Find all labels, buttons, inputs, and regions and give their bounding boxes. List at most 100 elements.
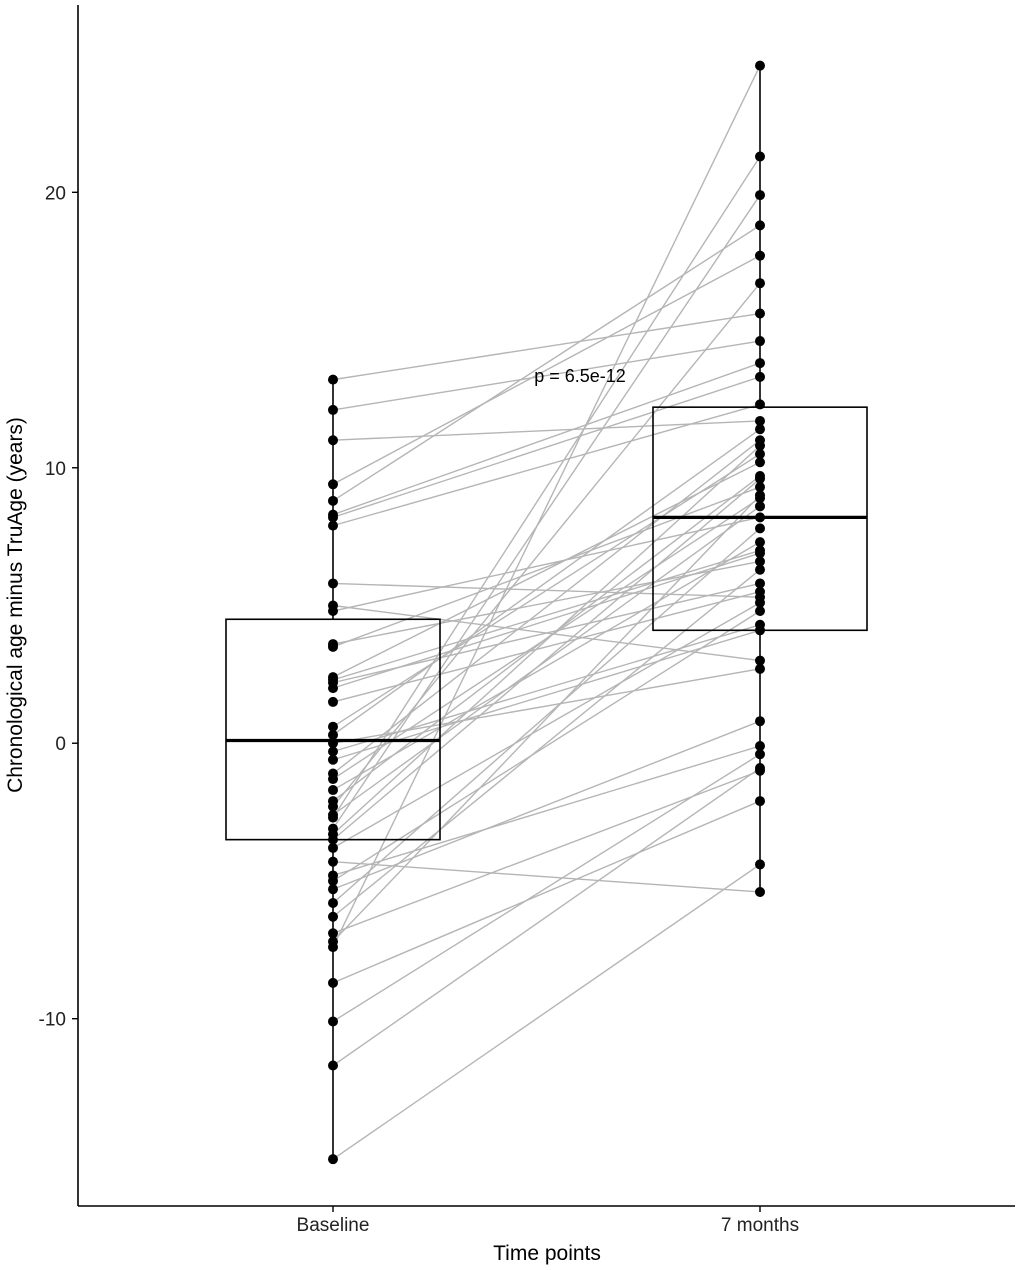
point-baseline-20 — [328, 738, 338, 749]
pair-line-18 — [332, 453, 761, 728]
point-7-months-4 — [755, 220, 765, 231]
pair-line-41 — [332, 629, 761, 761]
pair-line-26 — [332, 156, 761, 818]
point-baseline-29 — [328, 834, 338, 845]
pair-line-25 — [332, 282, 761, 808]
point-7-months-26 — [755, 151, 765, 162]
pair-line-2 — [332, 420, 761, 441]
point-7-months-30 — [755, 606, 765, 617]
point-baseline-12 — [328, 641, 338, 652]
point-baseline-18 — [328, 721, 338, 732]
pair-line-46 — [332, 860, 761, 893]
pair-line-37 — [332, 767, 761, 1067]
pair-line-6 — [332, 376, 761, 519]
point-baseline-21 — [328, 746, 338, 757]
axes-layer — [77, 5, 1015, 1207]
x-tick-label-7-months: 7 months — [721, 1215, 799, 1236]
pair-line-29 — [332, 478, 761, 841]
point-baseline-35 — [328, 942, 338, 953]
point-7-months-28 — [755, 440, 765, 451]
point-7-months-20 — [755, 663, 765, 674]
point-7-months-15 — [755, 578, 765, 589]
point-baseline-1 — [328, 404, 338, 415]
point-baseline-41 — [328, 754, 338, 765]
pair-line-13 — [332, 461, 761, 678]
point-7-months-39 — [755, 501, 765, 512]
pair-line-14 — [332, 549, 761, 681]
point-baseline-7 — [328, 520, 338, 531]
point-baseline-0 — [328, 374, 338, 385]
point-7-months-0 — [755, 308, 765, 319]
point-7-months-35 — [755, 60, 765, 71]
pair-line-24 — [332, 475, 761, 802]
point-7-months-41 — [755, 625, 765, 636]
point-7-months-10 — [755, 512, 765, 523]
pair-line-4 — [332, 224, 761, 502]
point-baseline-3 — [328, 479, 338, 490]
point-7-months-33 — [755, 564, 765, 575]
pair-line-36 — [332, 753, 761, 1023]
point-baseline-38 — [328, 1154, 338, 1165]
y-tick-label-3: 20 — [45, 183, 66, 204]
pair-line-33 — [332, 569, 761, 918]
y-tick-label-1: 0 — [55, 734, 66, 755]
pair-line-3 — [332, 255, 761, 485]
point-7-months-2 — [755, 415, 765, 426]
pair-line-12 — [332, 486, 761, 648]
point-baseline-23 — [328, 774, 338, 785]
point-7-months-1 — [755, 336, 765, 347]
point-7-months-7 — [755, 399, 765, 410]
pair-line-21 — [332, 624, 761, 753]
points-layer — [328, 60, 765, 1165]
pair-line-43 — [332, 800, 761, 984]
point-baseline-36 — [328, 1016, 338, 1027]
pair-line-5 — [332, 362, 761, 516]
point-7-months-42 — [755, 765, 765, 776]
y-axis-title: Chronological age minus TruAge (years) — [4, 417, 27, 793]
point-baseline-42 — [328, 928, 338, 939]
point-7-months-31 — [755, 716, 765, 727]
point-7-months-38 — [755, 859, 765, 870]
point-7-months-18 — [755, 448, 765, 459]
point-7-months-19 — [755, 424, 765, 435]
x-axis-title: Time points — [493, 1242, 601, 1265]
point-baseline-25 — [328, 801, 338, 812]
pair-line-32 — [332, 527, 761, 904]
x-tick-label-baseline: Baseline — [297, 1215, 370, 1236]
y-tick-label-2: 10 — [45, 459, 66, 480]
pair-line-35 — [332, 65, 761, 948]
boxplots-layer — [225, 65, 868, 1160]
pair-line-28 — [332, 445, 761, 835]
point-baseline-10 — [328, 606, 338, 617]
point-baseline-46 — [328, 856, 338, 867]
point-baseline-17 — [328, 696, 338, 707]
pair-lines-layer — [332, 65, 761, 1160]
point-baseline-40 — [328, 870, 338, 881]
pair-line-7 — [332, 403, 761, 527]
point-7-months-27 — [755, 190, 765, 201]
point-7-months-32 — [755, 523, 765, 534]
x-ticks-layer: Baseline 7 months — [297, 1206, 799, 1236]
pair-line-16 — [332, 552, 761, 689]
pair-line-31 — [332, 720, 761, 890]
point-baseline-2 — [328, 435, 338, 446]
point-baseline-31 — [328, 884, 338, 895]
point-7-months-29 — [755, 473, 765, 484]
point-7-months-6 — [755, 371, 765, 382]
point-7-months-43 — [755, 796, 765, 807]
point-7-months-36 — [755, 749, 765, 760]
pair-line-19 — [332, 428, 761, 736]
pair-line-39 — [332, 505, 761, 816]
point-7-months-46 — [755, 886, 765, 897]
point-7-months-13 — [755, 457, 765, 468]
y-ticks-layer: -10 0 10 20 — [39, 183, 78, 1031]
point-baseline-4 — [328, 495, 338, 506]
pair-line-45 — [332, 541, 761, 791]
point-baseline-44 — [328, 842, 338, 853]
pair-line-40 — [332, 745, 761, 877]
point-7-months-34 — [755, 490, 765, 501]
point-baseline-43 — [328, 977, 338, 988]
point-baseline-45 — [328, 785, 338, 796]
point-7-months-11 — [755, 556, 765, 567]
